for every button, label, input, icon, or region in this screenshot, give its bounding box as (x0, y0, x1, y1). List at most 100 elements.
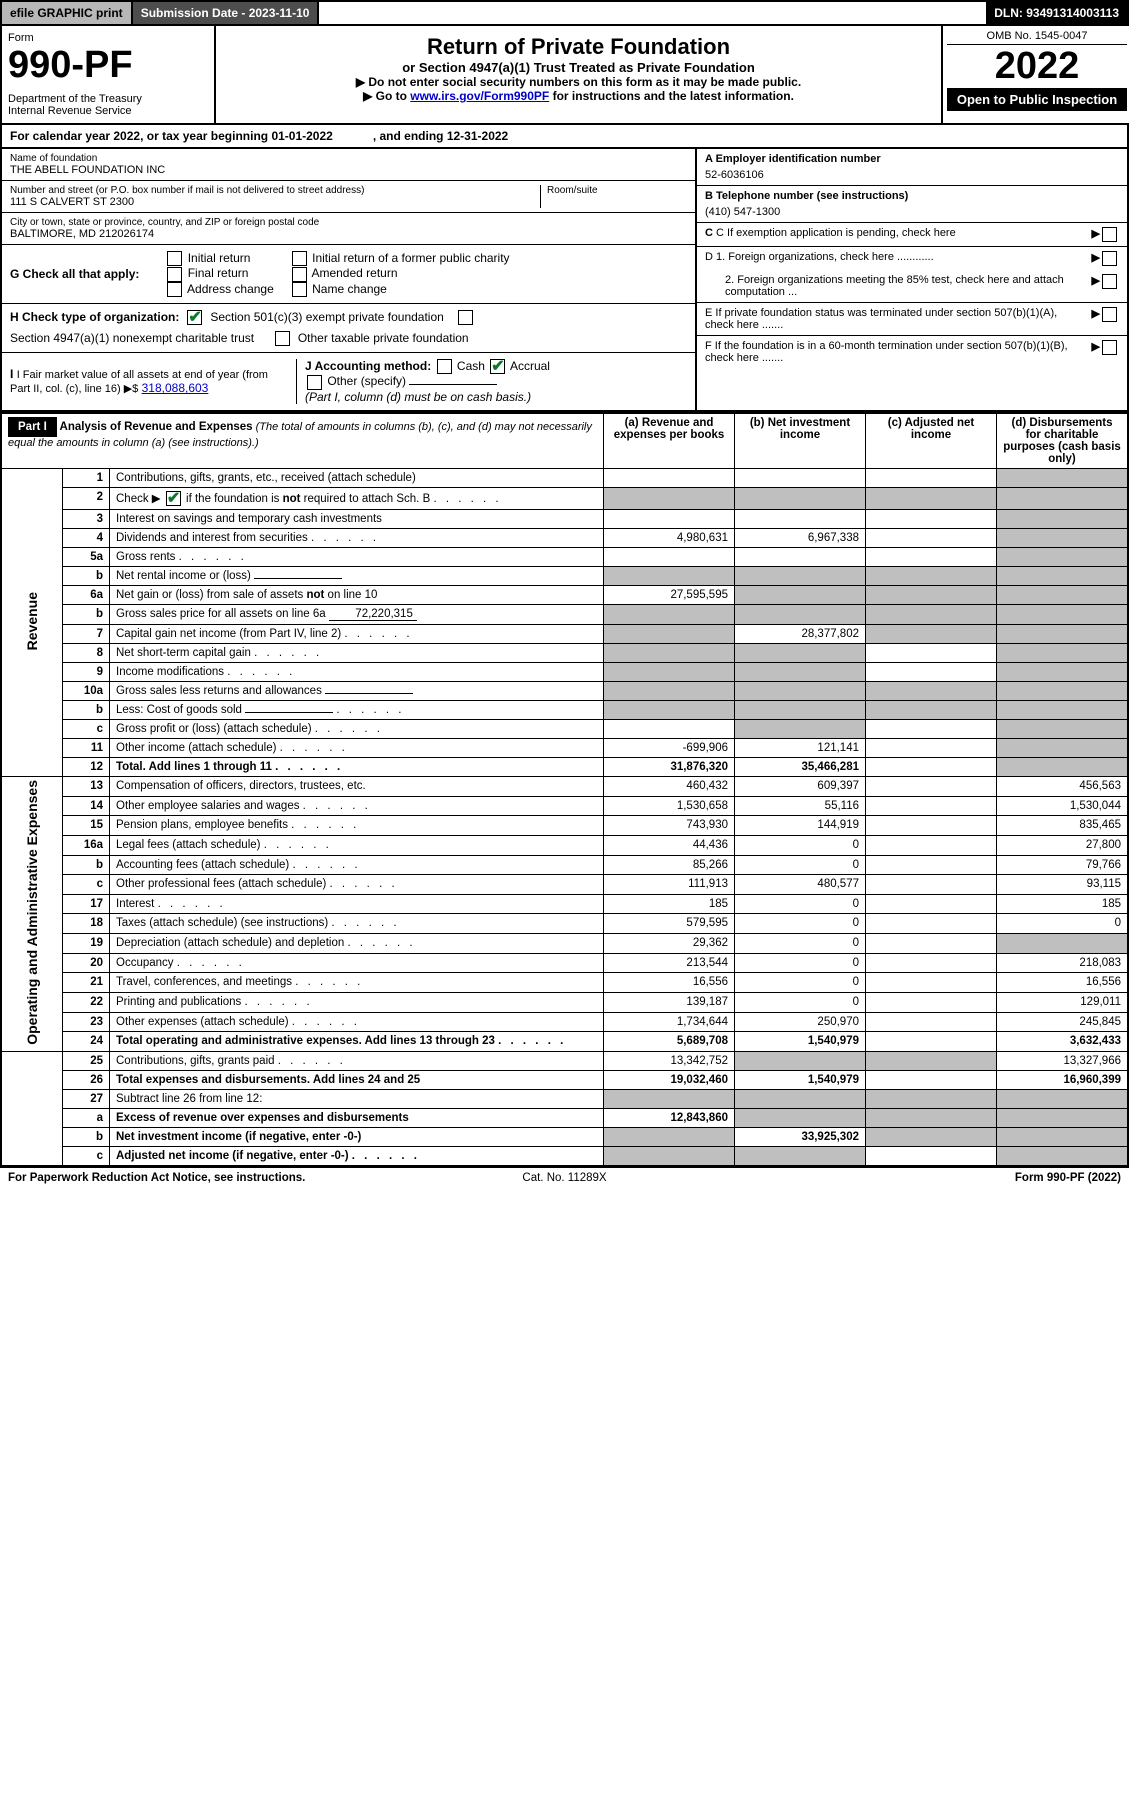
dept-treasury: Department of the Treasury Internal Reve… (8, 93, 208, 117)
schb-checkbox[interactable] (166, 491, 181, 506)
value-cell (604, 644, 735, 663)
value-cell: 144,919 (735, 816, 866, 836)
line-description: Capital gain net income (from Part IV, l… (110, 625, 604, 644)
d2-checkbox[interactable] (1102, 274, 1117, 289)
e-checkbox[interactable] (1102, 307, 1117, 322)
inline-input[interactable] (245, 712, 333, 713)
other-taxable-checkbox[interactable] (275, 331, 290, 346)
value-cell (866, 914, 997, 934)
table-row: 27Subtract line 26 from line 12: (1, 1089, 1128, 1108)
j-note: (Part I, column (d) must be on cash basi… (305, 390, 531, 404)
line-number: 6a (63, 586, 110, 605)
value-cell (866, 934, 997, 954)
cash-checkbox[interactable] (437, 359, 452, 374)
table-row: 17Interest . . . . . .1850185 (1, 894, 1128, 914)
identity-block: Name of foundation THE ABELL FOUNDATION … (0, 149, 1129, 412)
f-label: F If the foundation is in a 60-month ter… (705, 340, 1092, 364)
value-cell: -699,906 (604, 739, 735, 758)
c-label: C If exemption application is pending, c… (716, 227, 956, 239)
col-d-header: (d) Disbursements for charitable purpose… (997, 413, 1129, 469)
value-cell: 27,595,595 (604, 586, 735, 605)
name-change-checkbox[interactable] (292, 282, 307, 297)
value-cell: 0 (735, 934, 866, 954)
value-cell (866, 894, 997, 914)
other-method-checkbox[interactable] (307, 375, 322, 390)
table-row: 26Total expenses and disbursements. Add … (1, 1070, 1128, 1089)
fmv-value[interactable]: 318,088,603 (142, 381, 209, 395)
line-description: Occupancy . . . . . . (110, 953, 604, 973)
value-cell: 480,577 (735, 875, 866, 895)
section-501c3-checkbox[interactable] (187, 310, 202, 325)
value-cell (997, 1146, 1129, 1166)
revenue-section-label: Revenue (24, 592, 40, 650)
form990pf-link[interactable]: www.irs.gov/Form990PF (410, 89, 549, 103)
value-cell (997, 739, 1129, 758)
inline-input[interactable] (254, 578, 342, 579)
accrual-checkbox[interactable] (490, 359, 505, 374)
value-cell (997, 1089, 1129, 1108)
c-checkbox[interactable] (1102, 227, 1117, 242)
value-cell (604, 567, 735, 586)
value-cell (866, 953, 997, 973)
f-checkbox[interactable] (1102, 340, 1117, 355)
value-cell (866, 625, 997, 644)
value-cell (735, 510, 866, 529)
omb-number: OMB No. 1545-0047 (947, 30, 1127, 45)
line-description: Gross sales less returns and allowances (110, 682, 604, 701)
final-return-checkbox[interactable] (167, 267, 182, 282)
value-cell (866, 973, 997, 993)
value-cell: 0 (735, 973, 866, 993)
value-cell (866, 720, 997, 739)
value-cell (866, 1108, 997, 1127)
line-description: Contributions, gifts, grants paid . . . … (110, 1051, 604, 1070)
value-cell (866, 701, 997, 720)
value-cell: 743,930 (604, 816, 735, 836)
line-number: 16a (63, 835, 110, 855)
value-cell (866, 1012, 997, 1032)
line-description: Other employee salaries and wages . . . … (110, 796, 604, 816)
section-4947-checkbox[interactable] (458, 310, 473, 325)
value-cell: 6,967,338 (735, 529, 866, 548)
amended-return-checkbox[interactable] (292, 267, 307, 282)
value-cell (997, 663, 1129, 682)
value-cell: 16,960,399 (997, 1070, 1129, 1089)
value-cell: 0 (735, 914, 866, 934)
address-change-checkbox[interactable] (167, 282, 182, 297)
line-number: 20 (63, 953, 110, 973)
h-check-row: H Check type of organization: Section 50… (2, 304, 695, 353)
line-description: Net investment income (if negative, ente… (110, 1127, 604, 1146)
efile-print-button[interactable]: efile GRAPHIC print (2, 2, 133, 24)
line-number: 14 (63, 796, 110, 816)
foundation-name: THE ABELL FOUNDATION INC (10, 164, 687, 176)
d1-checkbox[interactable] (1102, 251, 1117, 266)
line-description: Pension plans, employee benefits . . . .… (110, 816, 604, 836)
value-cell (866, 567, 997, 586)
value-cell: 609,397 (735, 777, 866, 797)
initial-return-checkbox[interactable] (167, 251, 182, 266)
line-description: Other expenses (attach schedule) . . . .… (110, 1012, 604, 1032)
initial-former-checkbox[interactable] (292, 251, 307, 266)
other-method-input[interactable] (409, 384, 497, 385)
line-number: 15 (63, 816, 110, 836)
value-cell: 0 (735, 855, 866, 875)
part1-table: Part I Analysis of Revenue and Expenses … (0, 412, 1129, 1167)
value-cell: 12,843,860 (604, 1108, 735, 1127)
value-cell (604, 663, 735, 682)
line-number: 8 (63, 644, 110, 663)
line-description: Excess of revenue over expenses and disb… (110, 1108, 604, 1127)
line-number: 19 (63, 934, 110, 954)
value-cell: 579,595 (604, 914, 735, 934)
table-row: 20Occupancy . . . . . .213,5440218,083 (1, 953, 1128, 973)
value-cell (735, 1051, 866, 1070)
value-cell (866, 1146, 997, 1166)
table-row: 16aLegal fees (attach schedule) . . . . … (1, 835, 1128, 855)
line-description: Other income (attach schedule) . . . . .… (110, 739, 604, 758)
value-cell (997, 934, 1129, 954)
value-cell: 16,556 (604, 973, 735, 993)
h-label: H Check type of organization: (10, 310, 179, 324)
inline-input[interactable] (325, 693, 413, 694)
value-cell: 85,266 (604, 855, 735, 875)
value-cell (997, 487, 1129, 509)
line-description: Net short-term capital gain . . . . . . (110, 644, 604, 663)
d2-label: 2. Foreign organizations meeting the 85%… (705, 274, 1092, 298)
